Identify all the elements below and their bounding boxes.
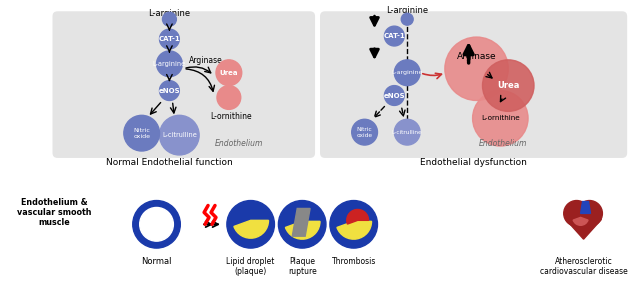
- Text: Nitric
oxide: Nitric oxide: [133, 128, 150, 138]
- Text: Urea: Urea: [220, 70, 238, 76]
- Circle shape: [352, 119, 377, 145]
- Text: CAT-1: CAT-1: [383, 33, 405, 39]
- Text: Nitric
oxide: Nitric oxide: [356, 127, 373, 138]
- FancyBboxPatch shape: [53, 11, 315, 158]
- Text: Plaque
rupture: Plaque rupture: [288, 257, 316, 276]
- Circle shape: [394, 60, 420, 85]
- Text: Lipid droplet
(plaque): Lipid droplet (plaque): [226, 257, 275, 276]
- Circle shape: [394, 119, 420, 145]
- Circle shape: [140, 207, 174, 241]
- Text: Normal: Normal: [141, 257, 172, 266]
- Text: eNOS: eNOS: [159, 88, 180, 94]
- Text: Endothelium &
vascular smooth
muscle: Endothelium & vascular smooth muscle: [17, 197, 92, 227]
- Circle shape: [124, 115, 159, 151]
- Text: Endothelium: Endothelium: [479, 139, 527, 148]
- Circle shape: [401, 13, 413, 25]
- Circle shape: [385, 85, 404, 105]
- Text: eNOS: eNOS: [383, 92, 405, 98]
- Text: L-arginine: L-arginine: [386, 6, 428, 15]
- Circle shape: [227, 200, 275, 248]
- Wedge shape: [234, 220, 269, 238]
- Circle shape: [330, 200, 377, 248]
- Circle shape: [132, 200, 180, 248]
- Circle shape: [577, 200, 602, 226]
- Text: L-ornithine: L-ornithine: [481, 115, 520, 121]
- Text: L-arginine: L-arginine: [392, 70, 423, 75]
- FancyBboxPatch shape: [320, 11, 627, 158]
- Text: Arginase: Arginase: [457, 52, 496, 61]
- Text: Endothelial dysfunction: Endothelial dysfunction: [420, 158, 527, 167]
- Wedge shape: [573, 217, 588, 225]
- Circle shape: [564, 200, 590, 226]
- Circle shape: [159, 115, 199, 155]
- Circle shape: [445, 37, 508, 101]
- Circle shape: [473, 91, 528, 146]
- Text: Endothelium: Endothelium: [215, 139, 263, 148]
- Polygon shape: [581, 202, 590, 213]
- Circle shape: [217, 85, 240, 109]
- Text: CAT-1: CAT-1: [159, 36, 180, 42]
- Text: Atherosclerotic
cardiovascular disease: Atherosclerotic cardiovascular disease: [539, 257, 628, 276]
- Circle shape: [163, 12, 176, 26]
- Text: Thrombosis: Thrombosis: [332, 257, 376, 266]
- Text: Normal Endothelial function: Normal Endothelial function: [106, 158, 233, 167]
- Circle shape: [156, 51, 183, 77]
- Wedge shape: [347, 209, 368, 224]
- Text: Urea: Urea: [497, 81, 520, 90]
- Text: L-citrulline: L-citrulline: [392, 130, 422, 135]
- Circle shape: [385, 26, 404, 46]
- Wedge shape: [285, 221, 320, 239]
- Polygon shape: [566, 219, 601, 239]
- Text: L-arginine: L-arginine: [153, 61, 186, 67]
- Text: L-ornithine: L-ornithine: [210, 112, 251, 121]
- Circle shape: [482, 60, 534, 111]
- Polygon shape: [293, 209, 310, 236]
- Text: L-arginine: L-arginine: [149, 9, 190, 18]
- Circle shape: [216, 60, 242, 85]
- Wedge shape: [337, 221, 372, 239]
- Text: L-citrulline: L-citrulline: [162, 132, 197, 138]
- Circle shape: [159, 29, 179, 49]
- Circle shape: [278, 200, 326, 248]
- Text: Arginase: Arginase: [189, 56, 223, 65]
- Circle shape: [159, 81, 179, 101]
